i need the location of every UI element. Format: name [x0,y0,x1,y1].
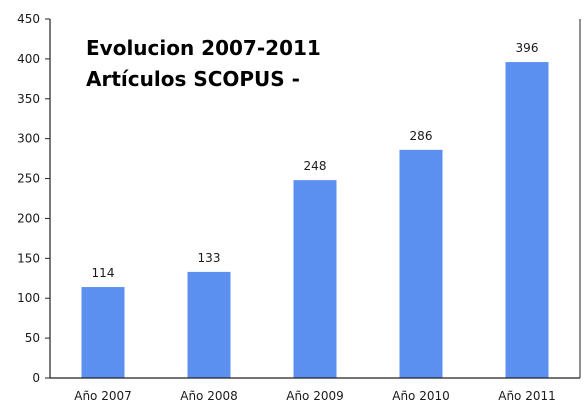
y-tick-label: 450 [17,12,40,26]
data-label-2: 133 [198,251,221,265]
category-label-3: Año 2009 [286,389,344,403]
data-label-4: 286 [410,129,433,143]
y-tick-label: 400 [17,52,40,66]
y-tick-label: 200 [17,211,40,225]
category-label-5: Año 2011 [498,389,556,403]
y-tick-label: 0 [32,371,40,385]
data-label-3: 248 [304,159,327,173]
bar-2 [187,271,231,378]
x-axis-labels: Año 2007 Año 2008 Año 2009 Año 2010 Año 2011 [74,389,556,403]
data-labels: 114 133 248 286 396 [92,41,539,280]
data-label-1: 114 [92,266,115,280]
bars [81,62,549,379]
y-tick-label: 100 [17,291,40,305]
y-axis-ticks: 0 50 100 150 200 250 300 350 400 450 [17,12,50,385]
chart-title-line-2: Artículos SCOPUS - [86,67,300,91]
y-tick-label: 300 [17,132,40,146]
category-label-4: Año 2010 [392,389,450,403]
y-tick-label: 350 [17,92,40,106]
y-tick-label: 50 [25,331,40,345]
category-label-2: Año 2008 [180,389,238,403]
y-tick-label: 250 [17,172,40,186]
bar-5 [505,62,549,379]
chart-title-line-1: Evolucion 2007-2011 [86,36,321,60]
bar-3 [293,180,337,378]
y-tick-label: 150 [17,251,40,265]
bar-1 [81,287,125,378]
data-label-5: 396 [516,41,539,55]
bar-4 [399,149,443,378]
category-label-1: Año 2007 [74,389,132,403]
